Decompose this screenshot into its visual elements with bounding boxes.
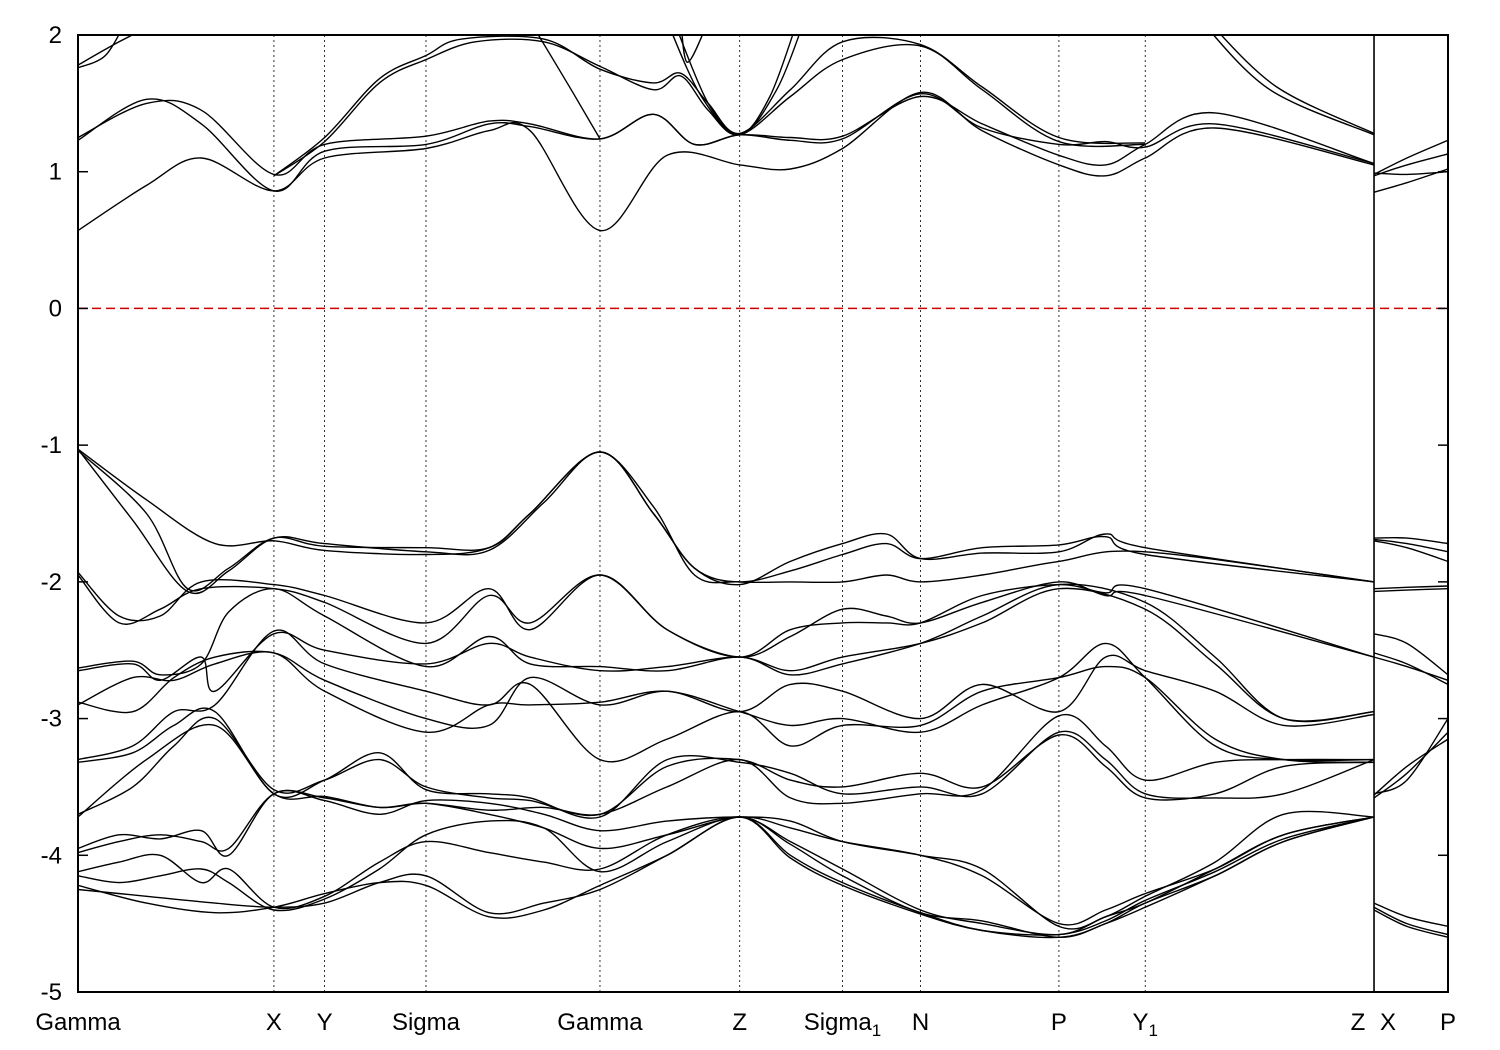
band-line	[1220, 35, 1375, 135]
band-line	[78, 642, 1375, 762]
band-line	[1373, 902, 1448, 928]
band-line	[78, 35, 134, 66]
band-line	[1373, 656, 1448, 681]
x-tick-label: X	[1380, 1009, 1396, 1036]
band-line	[78, 450, 1375, 592]
band-line	[78, 587, 1375, 722]
x-tick-label: Gamma	[35, 1009, 121, 1036]
band-lines	[78, 35, 1448, 939]
band-line	[1373, 652, 1448, 686]
band-line	[1373, 738, 1448, 796]
x-tick-label: X	[266, 1009, 282, 1036]
band-line	[78, 716, 1375, 817]
plot-background	[78, 35, 1448, 992]
band-line	[78, 789, 1375, 926]
band-line	[78, 571, 1375, 658]
band-line	[1373, 538, 1448, 553]
y-tick-label: -1	[41, 432, 62, 459]
band-line	[78, 816, 1375, 936]
band-line	[681, 35, 704, 64]
band-line	[1373, 633, 1448, 676]
band-line	[78, 713, 1375, 818]
band-line	[273, 35, 1146, 177]
band-line	[1373, 731, 1448, 799]
band-line	[78, 816, 1375, 936]
y-tick-label: -4	[41, 842, 62, 869]
band-line	[678, 35, 794, 136]
band-line	[78, 448, 1375, 595]
y-tick-label: 2	[49, 22, 62, 49]
band-line	[1373, 537, 1448, 545]
y-tick-label: -5	[41, 979, 62, 1006]
x-tick-label: Gamma	[557, 1009, 643, 1036]
x-tick-label: Z	[732, 1009, 747, 1036]
x-axis: Gamma X Y Sigma Gamma Z Sigma1 N P Y1 Z X P	[35, 1009, 1456, 1040]
x-tick-subscript: 1	[1149, 1021, 1158, 1040]
band-line	[78, 93, 1375, 192]
band-line	[1212, 35, 1375, 136]
band-line	[78, 789, 1375, 930]
y-tick-label: 1	[49, 159, 62, 186]
x-tick-label: Sigma	[392, 1009, 461, 1036]
x-tick-label: N	[912, 1009, 929, 1036]
x-tick-label: P	[1440, 1009, 1456, 1036]
x-tick-label: Z	[1351, 1009, 1366, 1036]
x-tick-label: Sigma1	[804, 1009, 882, 1040]
band-line	[78, 629, 1375, 763]
y-tick-label: 0	[49, 295, 62, 322]
band-line	[1373, 540, 1448, 563]
high-symmetry-lines	[273, 35, 1375, 992]
band-line	[78, 816, 1375, 939]
band-line	[1373, 909, 1448, 938]
band-line	[1373, 139, 1448, 176]
x-tick-subscript: 1	[872, 1021, 881, 1040]
y-tick-label: -2	[41, 569, 62, 596]
y-tick-label: -3	[41, 706, 62, 733]
x-tick-label: Y	[317, 1009, 333, 1036]
plot-frame	[77, 34, 1449, 993]
band-line	[78, 91, 1375, 232]
band-line	[1373, 906, 1448, 936]
band-line	[1373, 585, 1448, 590]
x-tick-label: Y1	[1132, 1009, 1157, 1040]
band-line	[537, 35, 601, 140]
band-line	[78, 35, 120, 69]
band-line	[78, 583, 1375, 723]
band-line	[273, 38, 1146, 177]
y-axis: 2 1 0 -1 -2 -3 -4 -5	[41, 22, 1448, 1006]
band-line	[1373, 588, 1448, 593]
x-tick-label: P	[1051, 1009, 1067, 1036]
